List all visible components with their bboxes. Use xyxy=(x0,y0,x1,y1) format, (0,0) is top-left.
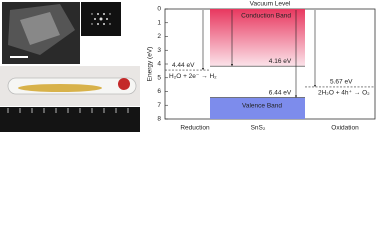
y-tick-label: 0 xyxy=(157,6,161,13)
photo-panel xyxy=(0,2,140,132)
y-tick-label: 5 xyxy=(157,74,161,81)
y-tick-label: 1 xyxy=(157,19,161,26)
crystals xyxy=(18,84,102,92)
vacuum-level: Vacuum Level xyxy=(250,1,291,8)
oxidation-energy: 5.67 eV xyxy=(330,79,353,86)
ruler xyxy=(0,107,140,132)
y-tick-label: 8 xyxy=(157,116,161,123)
y-tick-label: 6 xyxy=(157,88,161,95)
y-tick-label: 3 xyxy=(157,47,161,54)
figure: Vacuum Level Energy (eV) Reduction SnS₂ … xyxy=(0,1,376,132)
oxidation-label: Oxidation xyxy=(331,125,359,132)
ruler-ticks xyxy=(7,108,129,113)
cb-name: Conduction Band xyxy=(241,13,291,20)
cb-energy: 4.16 eV xyxy=(269,58,292,65)
material-label: SnS₂ xyxy=(251,125,266,132)
diffraction-spots xyxy=(91,13,111,25)
y-axis-label: Energy (eV) xyxy=(147,47,154,82)
scale-bar xyxy=(10,56,28,58)
vb-energy: 6.44 eV xyxy=(269,89,292,96)
reduction-label: Reduction xyxy=(180,125,210,132)
oxidation-reaction: 2H₂O + 4h⁺ → O₂ xyxy=(318,90,370,97)
valence-band xyxy=(210,97,305,119)
reduction-energy: 4.44 eV xyxy=(172,62,195,69)
reduction-reaction: H₂O + 2e⁻ → H₂ xyxy=(169,73,217,80)
sample xyxy=(118,78,130,90)
y-tick-label: 7 xyxy=(157,102,161,109)
y-tick-label: 2 xyxy=(157,33,161,40)
vb-name: Valence Band xyxy=(242,102,282,109)
y-tick-label: 4 xyxy=(157,61,161,68)
flake xyxy=(20,12,60,45)
conduction-band xyxy=(210,9,305,67)
